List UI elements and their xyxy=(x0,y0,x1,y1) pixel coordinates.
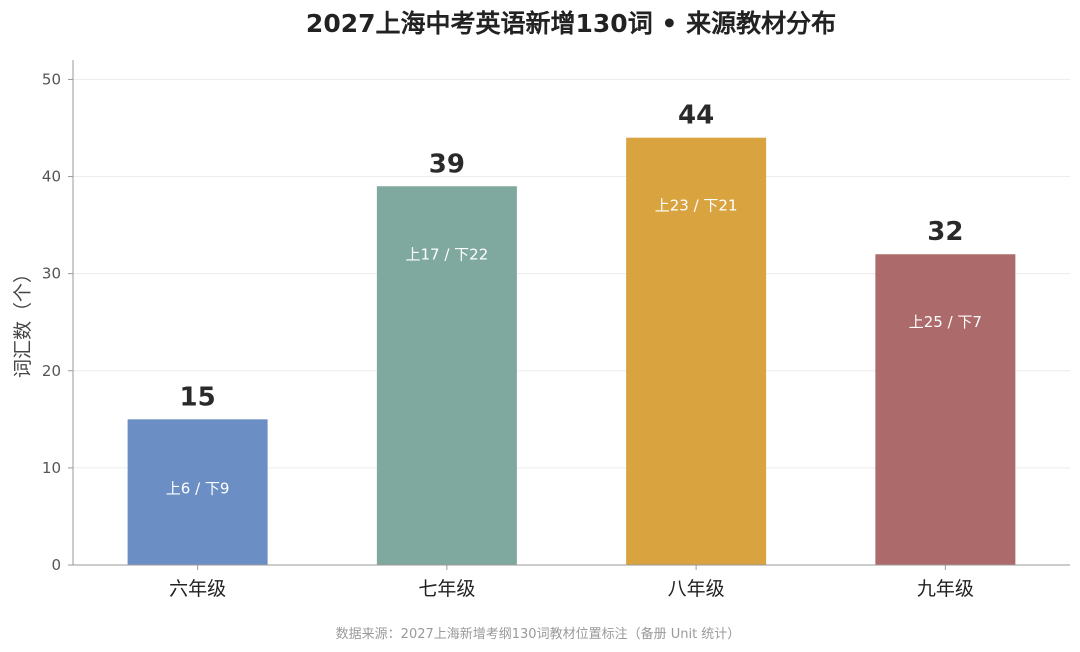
source-note: 数据来源：2027上海新增考纲130词教材位置标注（备册 Unit 统计） xyxy=(336,626,741,642)
data-labels: 15 上6 / 下9 39 上17 / 下22 44 上23 / 下21 32 上25 / 下… xyxy=(166,101,982,498)
bars xyxy=(127,137,1016,565)
x-tick-label: 九年级 xyxy=(917,578,974,600)
value-label: 44 xyxy=(678,101,714,131)
y-tick-label: 40 xyxy=(42,168,61,186)
x-tick-label: 七年级 xyxy=(418,578,475,600)
value-label: 15 xyxy=(180,382,216,412)
breakdown-label: 上25 / 下7 xyxy=(909,313,982,331)
y-tick-label: 20 xyxy=(42,362,61,380)
y-axis-label: 词汇数（个） xyxy=(12,264,34,378)
x-tick-label: 六年级 xyxy=(169,578,226,600)
chart-title: 2027上海中考英语新增130词 • 来源教材分布 xyxy=(306,9,836,38)
x-tick-label: 八年级 xyxy=(668,578,725,600)
value-label: 32 xyxy=(927,217,963,247)
bar-3 xyxy=(626,137,767,565)
x-axis-ticks: 六年级 七年级 八年级 九年级 xyxy=(169,565,974,600)
y-tick-label: 50 xyxy=(42,70,61,88)
y-tick-label: 10 xyxy=(42,459,61,477)
y-tick-label: 30 xyxy=(42,265,61,283)
breakdown-label: 上17 / 下22 xyxy=(405,245,488,263)
y-tick-label: 0 xyxy=(51,556,61,574)
y-axis-ticks: 0 10 20 30 40 50 xyxy=(42,70,73,574)
bar-2 xyxy=(376,186,517,565)
bar-1 xyxy=(127,419,268,565)
bar-4 xyxy=(875,254,1016,565)
value-label: 39 xyxy=(429,149,465,179)
breakdown-label: 上23 / 下21 xyxy=(655,197,738,215)
breakdown-label: 上6 / 下9 xyxy=(166,479,230,497)
